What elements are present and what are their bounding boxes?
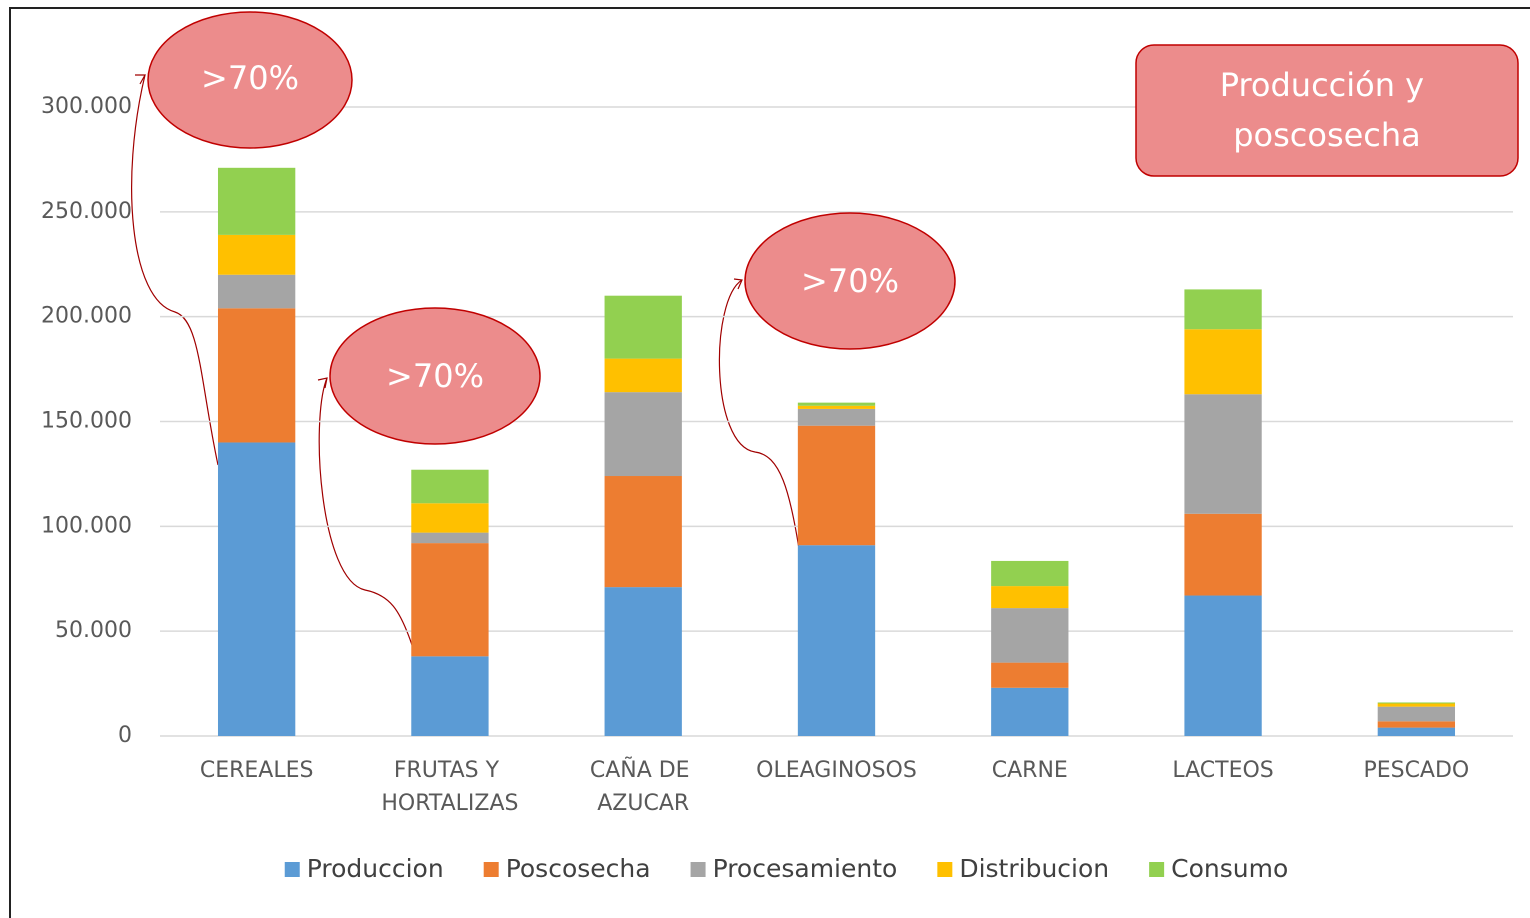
bar-segment: [411, 503, 489, 533]
bar-segment: [991, 586, 1069, 609]
x-tick-label: OLEAGINOSOS: [756, 758, 917, 783]
arrow-head: [317, 377, 328, 389]
bar-segment: [411, 543, 489, 657]
annotation: >70%: [201, 59, 299, 97]
legend-label: Produccion: [307, 854, 444, 883]
y-tick-label: 300.000: [41, 94, 132, 119]
bar-segment: [1184, 394, 1262, 514]
arrow: [718, 279, 801, 556]
callout: [147, 11, 353, 149]
y-tick-label: 200.000: [41, 304, 132, 329]
x-tick-label: LACTEOS: [1172, 758, 1273, 783]
arrow: [131, 74, 219, 466]
y-tick-label: 150.000: [41, 409, 132, 434]
bar-segment: [604, 295, 682, 359]
bar-segment: [991, 687, 1069, 736]
bar-segment: [1184, 329, 1262, 395]
arrows: [131, 74, 801, 646]
x-tick-label: CAÑA DE AZUCAR: [590, 756, 697, 816]
annotations: >70% >70% >70% Producción y poscosecha: [147, 11, 1519, 445]
arrow: [318, 377, 413, 646]
bar-segment: [991, 608, 1069, 663]
y-tick-label: 0: [118, 723, 132, 748]
legend-label: Distribucion: [959, 854, 1109, 883]
bar-segment: [1377, 702, 1456, 704]
legend-swatch: [284, 862, 300, 877]
bar-segment: [217, 442, 296, 736]
arrow-head: [733, 278, 743, 290]
callout: [744, 212, 956, 350]
bar-segment: [604, 358, 682, 393]
legend-swatch: [483, 862, 499, 877]
x-tick-label: CEREALES: [200, 758, 314, 783]
bar-segment: [1377, 727, 1456, 736]
plot: 0 50.000 100.000 150.000 200.000 250.000 300.0…: [41, 94, 1513, 883]
bar-segment: [411, 656, 489, 736]
bar-segment: [217, 274, 296, 309]
y-tick-label: 50.000: [55, 618, 132, 643]
bar-segment: [991, 560, 1069, 587]
bar-segment: [1377, 721, 1456, 728]
bar-segment: [604, 476, 682, 588]
bar-segment: [1377, 706, 1456, 722]
bar-segment: [411, 532, 489, 544]
y-tick-label: 250.000: [41, 199, 132, 224]
annotation: Producción y poscosecha: [1220, 66, 1435, 154]
bar-segment: [797, 402, 876, 406]
x-tick-label: FRUTAS Y HORTALIZAS: [381, 758, 518, 816]
legend-swatch: [937, 862, 953, 877]
y-tick-label: 100.000: [41, 513, 132, 538]
x-tick-label: CARNE: [992, 758, 1068, 783]
bar-segment: [797, 408, 876, 426]
bar-segment: [1184, 513, 1262, 596]
annotation: >70%: [801, 262, 899, 300]
callout-box: [1135, 44, 1519, 177]
legend-label: Consumo: [1171, 854, 1288, 883]
bar-segment: [797, 425, 876, 546]
arrow-head: [135, 74, 147, 85]
x-tick-label: PESCADO: [1363, 758, 1469, 783]
bar-segment: [1184, 595, 1262, 736]
bar-segment: [604, 392, 682, 477]
bar-segment: [217, 308, 296, 443]
bar-segment: [604, 587, 682, 736]
bar-segment: [991, 662, 1069, 688]
legend-swatch: [1149, 862, 1165, 877]
legend: Produccion Poscosecha Procesamiento Distrib…: [284, 854, 1288, 883]
bar-segment: [797, 405, 876, 409]
legend-label: Poscosecha: [506, 854, 651, 883]
bar-segment: [797, 545, 876, 736]
callout: [329, 307, 541, 445]
legend-label: Procesamiento: [713, 854, 898, 883]
bar-segment: [217, 234, 296, 275]
bar-segment: [1377, 703, 1456, 707]
bar-segment: [217, 167, 296, 235]
annotation: >70%: [386, 357, 484, 395]
bar-segment: [411, 469, 489, 504]
legend-swatch: [690, 862, 706, 877]
bar-segment: [1184, 289, 1262, 330]
